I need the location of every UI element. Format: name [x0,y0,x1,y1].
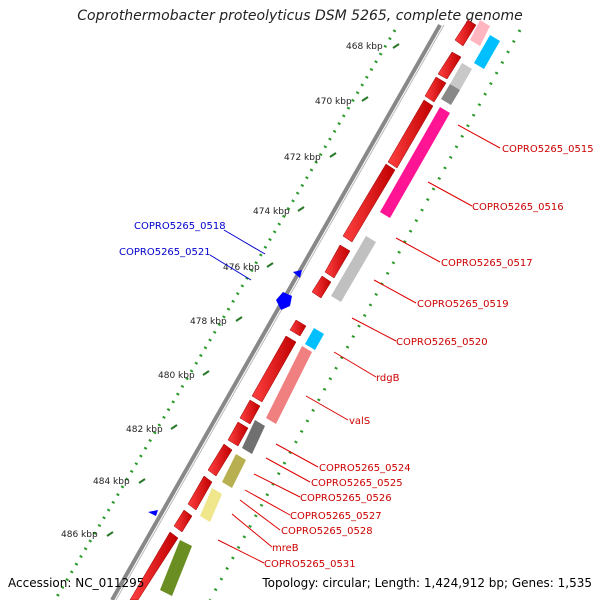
trna-marker-large [276,292,292,310]
tick-label: 468 kbp [346,42,383,52]
tick-label: 476 kbp [223,263,260,273]
gene-label-red: mreB [272,543,299,554]
callout-line [351,317,397,342]
gc-dots-inner [208,29,522,600]
feature-box-cyan [474,35,500,69]
tick [297,206,305,212]
gene-label-red: COPRO5265_0516 [472,202,564,213]
gene-label-red: COPRO5265_0520 [396,337,488,348]
callout-line [244,489,291,516]
callout-line [427,181,473,207]
tick-label: 478 kbp [190,317,227,327]
map-title: Coprothermobacter proteolyticus DSM 5265… [77,8,523,24]
backbone-line-inner [115,24,445,600]
gene-label-red: valS [349,416,370,427]
tick-label: 486 kbp [61,530,98,540]
tick [266,262,274,268]
trna-marker-small [148,510,158,516]
tick-label: 484 kbp [93,477,130,487]
gene-arrow [424,76,447,103]
gene-label-red: COPRO5265_0527 [290,511,382,522]
feature-box-salmon [266,346,312,424]
feature-box-pink-top [470,20,490,46]
gene-label-red: COPRO5265_0528 [281,526,373,537]
gene-arrow [187,475,213,511]
tick-label: 482 kbp [126,425,163,435]
callout-line [457,124,501,149]
tick-label: 474 kbp [253,207,290,217]
topology-text: Topology: circular; Length: 1,424,912 bp… [262,576,592,590]
tick [235,316,243,322]
feature-box-grey-dark [441,84,460,105]
gene-arrow [239,399,261,425]
tick-marks [106,43,400,537]
gene-arrow [251,335,297,403]
gene-arrow [289,319,307,337]
gene-arrow [311,275,332,299]
trna-marker [293,270,302,278]
backbone-line [110,24,442,600]
tick [138,478,146,484]
gene-label-red: COPRO5265_0531 [264,559,356,570]
gene-arrow [129,531,179,600]
callout-line [209,254,252,281]
blue-callouts [209,229,266,281]
callout-line [223,229,266,255]
feature-box-cyan-2 [305,328,324,350]
gene-arrow [454,19,477,47]
tick [392,43,400,49]
callout-line [253,473,301,498]
gene-label-blue: COPRO5265_0521 [119,247,211,258]
feature-box-grey-light [450,63,472,90]
gene-arrow [437,51,462,80]
gene-arrow [227,421,249,447]
gene-arrow [324,244,351,279]
tick-label: 480 kbp [158,371,195,381]
gene-arrow [387,99,434,169]
tick [329,152,337,158]
callout-line [395,237,441,263]
tick [202,370,210,376]
feature-box-grey [331,236,376,302]
tick [170,424,178,430]
feature-box-green [160,540,192,596]
callout-line [231,513,273,548]
feature-box-olive [222,454,246,488]
gene-label-red: COPRO5265_0526 [300,493,392,504]
tick-label: 470 kbp [315,97,352,107]
red-callouts [217,124,501,564]
gene-label-red: COPRO5265_0525 [311,478,403,489]
gene-label-blue: COPRO5265_0518 [134,221,226,232]
gene-label-red: COPRO5265_0517 [441,258,533,269]
gene-label-red: rdgB [376,373,400,384]
tick-label: 472 kbp [284,153,321,163]
gene-arrow [173,509,193,533]
gene-label-red: COPRO5265_0515 [502,144,594,155]
forward-strand-genes [129,19,477,600]
feature-box-yellow [200,488,222,522]
accession-text: Accession: NC_011295 [8,576,145,590]
gene-label-red: COPRO5265_0519 [417,299,509,310]
callout-line [373,279,417,304]
feature-box-magenta [380,107,450,218]
callout-line [275,443,319,468]
callout-line [305,395,349,421]
gene-arrow [342,163,396,243]
callout-line [265,457,311,483]
callout-line [217,539,265,564]
gene-label-red: COPRO5265_0524 [319,463,411,474]
gene-arrow [207,443,233,477]
callout-line [333,351,377,378]
feature-box-dark [242,420,265,454]
tick [106,531,114,537]
callout-line [239,499,281,531]
tick [361,96,369,102]
